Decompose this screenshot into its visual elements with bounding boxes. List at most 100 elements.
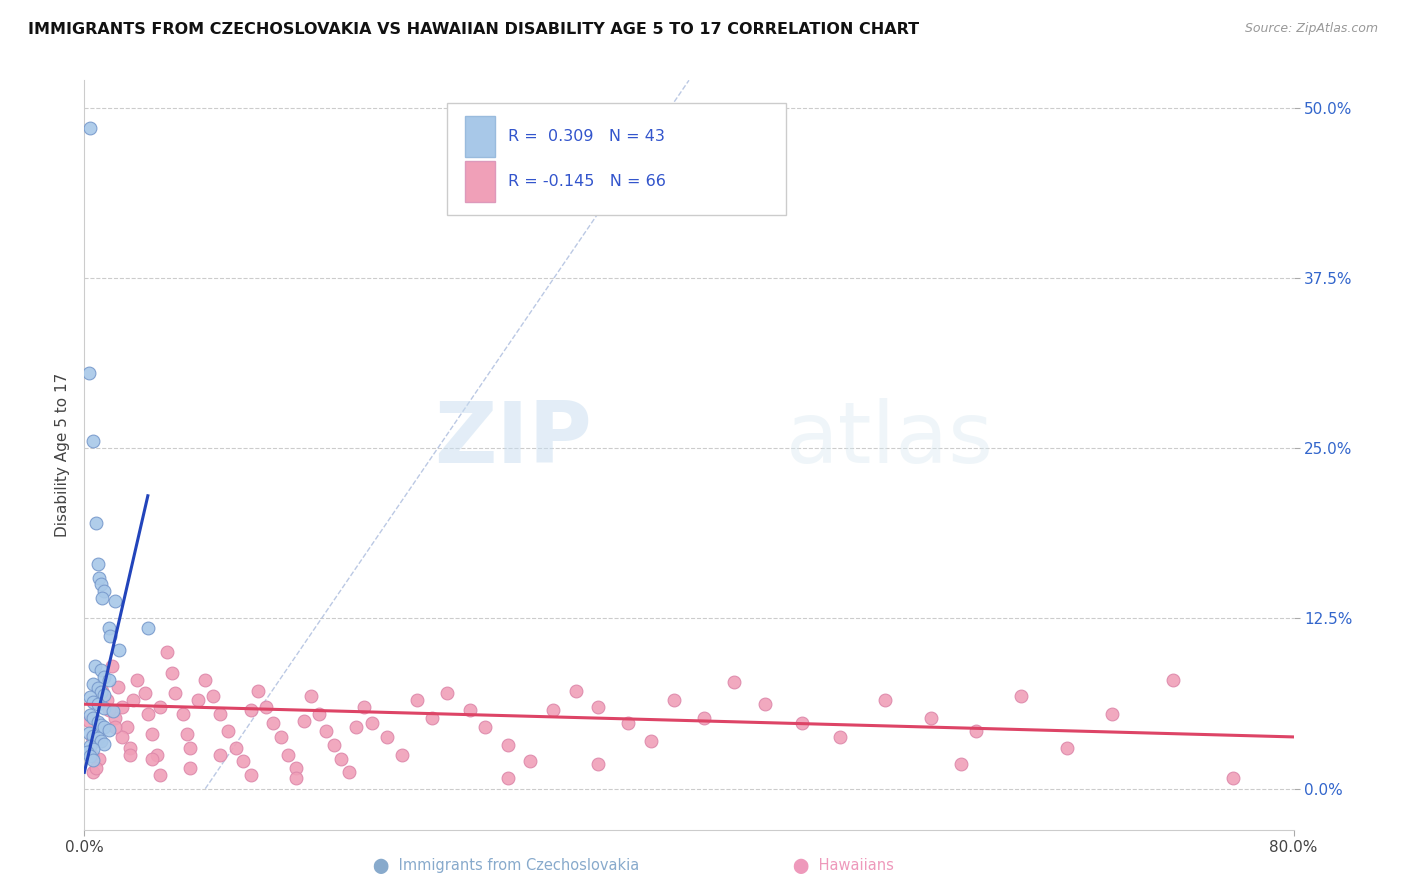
Point [277, 747, 299, 762]
Point [111, 730, 134, 744]
Point [77, 366, 100, 380]
Point [285, 771, 308, 785]
Text: Source: ZipAtlas.com: Source: ZipAtlas.com [1244, 22, 1378, 36]
Point [115, 720, 138, 734]
Point [292, 714, 315, 728]
Point [97, 621, 120, 635]
Point [93, 737, 115, 751]
FancyBboxPatch shape [465, 161, 495, 202]
Text: ⬤  Immigrants from Czechoslovakia: ⬤ Immigrants from Czechoslovakia [373, 858, 640, 874]
Point [79, 739, 101, 754]
Point [90, 717, 112, 731]
Point [84, 659, 107, 673]
Point [617, 716, 640, 731]
Point [87, 681, 110, 695]
Point [121, 693, 143, 707]
Point [104, 720, 127, 734]
Point [1056, 740, 1078, 755]
Point [93, 701, 115, 715]
Point [330, 752, 353, 766]
Point [232, 755, 254, 769]
Point [201, 689, 224, 703]
Point [82, 434, 104, 449]
Point [541, 703, 564, 717]
Point [360, 716, 382, 731]
Point [247, 683, 270, 698]
Point [353, 700, 375, 714]
Point [225, 740, 247, 755]
Point [87, 731, 110, 746]
Point [97, 673, 120, 687]
FancyBboxPatch shape [447, 103, 786, 215]
Point [420, 711, 443, 725]
Point [165, 686, 187, 700]
Point [90, 663, 112, 677]
Point [792, 716, 814, 731]
Point [80, 730, 103, 744]
Point [79, 708, 101, 723]
Text: R = -0.145   N = 66: R = -0.145 N = 66 [508, 174, 665, 189]
Point [308, 706, 330, 721]
Point [406, 693, 429, 707]
Point [107, 680, 129, 694]
Point [89, 570, 111, 584]
Point [254, 700, 277, 714]
Point [519, 755, 541, 769]
Point [176, 727, 198, 741]
Point [79, 690, 101, 705]
Point [136, 706, 159, 721]
Point [87, 714, 110, 729]
Point [93, 584, 115, 599]
Point [375, 730, 398, 744]
Point [496, 771, 519, 785]
Point [299, 689, 322, 703]
Point [217, 724, 239, 739]
Point [82, 765, 104, 780]
Point [77, 726, 100, 740]
Point [93, 688, 115, 702]
Point [315, 724, 337, 739]
Point [149, 768, 172, 782]
Point [564, 683, 586, 698]
Point [134, 686, 156, 700]
Point [82, 742, 104, 756]
Point [346, 720, 368, 734]
Point [950, 757, 973, 772]
FancyBboxPatch shape [465, 116, 495, 157]
Point [86, 734, 108, 748]
Text: IMMIGRANTS FROM CZECHOSLOVAKIA VS HAWAIIAN DISABILITY AGE 5 TO 17 CORRELATION CH: IMMIGRANTS FROM CZECHOSLOVAKIA VS HAWAII… [28, 22, 920, 37]
Point [239, 703, 262, 717]
Point [90, 685, 112, 699]
Point [209, 706, 232, 721]
Point [82, 677, 104, 691]
Point [111, 700, 134, 714]
Point [82, 711, 104, 725]
Point [1011, 689, 1033, 703]
Point [239, 768, 262, 782]
Point [101, 704, 124, 718]
Point [93, 670, 115, 684]
Point [76, 745, 98, 759]
Point [875, 693, 897, 707]
Point [136, 621, 159, 635]
Point [82, 729, 104, 743]
Text: atlas: atlas [786, 399, 994, 482]
Point [209, 747, 232, 762]
Point [100, 659, 122, 673]
Point [588, 757, 610, 772]
Point [270, 730, 292, 744]
Point [194, 673, 217, 687]
Y-axis label: Disability Age 5 to 17: Disability Age 5 to 17 [55, 373, 70, 537]
Point [754, 697, 776, 711]
Point [337, 765, 360, 780]
Point [91, 683, 114, 698]
Point [965, 724, 987, 739]
Point [77, 714, 100, 728]
Point [693, 711, 716, 725]
Point [141, 752, 163, 766]
Point [179, 740, 201, 755]
Point [82, 753, 104, 767]
Point [1101, 706, 1123, 721]
Point [285, 761, 308, 775]
Point [79, 749, 101, 764]
